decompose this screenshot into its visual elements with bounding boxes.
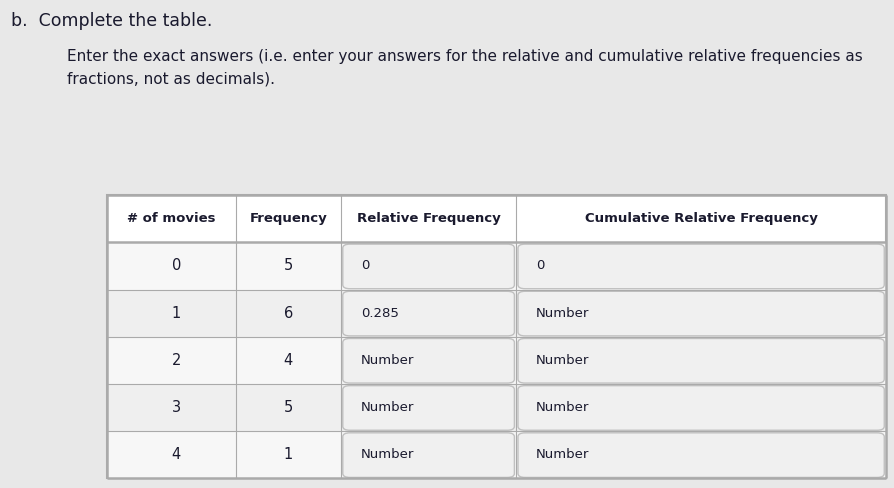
- Text: 0: 0: [536, 260, 544, 272]
- Text: 6: 6: [283, 305, 292, 321]
- Text: 1: 1: [172, 305, 181, 321]
- FancyBboxPatch shape: [342, 433, 514, 477]
- Text: # of movies: # of movies: [127, 212, 215, 225]
- Bar: [107, 195, 885, 478]
- FancyBboxPatch shape: [518, 244, 883, 289]
- Text: 4: 4: [283, 353, 292, 368]
- Text: 2: 2: [172, 353, 181, 368]
- FancyBboxPatch shape: [518, 433, 883, 477]
- Text: 5: 5: [283, 400, 292, 415]
- Text: Cumulative Relative Frequency: Cumulative Relative Frequency: [584, 212, 816, 225]
- Text: 5: 5: [283, 259, 292, 273]
- Text: Number: Number: [360, 448, 414, 461]
- Text: Number: Number: [536, 448, 588, 461]
- Text: Enter the exact answers (i.e. enter your answers for the relative and cumulative: Enter the exact answers (i.e. enter your…: [67, 49, 862, 86]
- Text: 0.285: 0.285: [360, 306, 398, 320]
- FancyBboxPatch shape: [518, 339, 883, 383]
- FancyBboxPatch shape: [342, 291, 514, 336]
- Bar: [107, 384, 885, 431]
- Text: 4: 4: [172, 447, 181, 462]
- Text: 1: 1: [283, 447, 292, 462]
- Text: Number: Number: [536, 401, 588, 414]
- Text: Number: Number: [360, 401, 414, 414]
- Bar: [107, 243, 885, 289]
- Text: Number: Number: [536, 306, 588, 320]
- Text: b.  Complete the table.: b. Complete the table.: [11, 12, 212, 30]
- FancyBboxPatch shape: [342, 386, 514, 430]
- Text: 0: 0: [172, 259, 181, 273]
- Text: Frequency: Frequency: [249, 212, 327, 225]
- Text: Relative Frequency: Relative Frequency: [357, 212, 500, 225]
- FancyBboxPatch shape: [342, 244, 514, 289]
- Bar: [107, 431, 885, 478]
- FancyBboxPatch shape: [518, 291, 883, 336]
- Text: Number: Number: [536, 354, 588, 367]
- Bar: [107, 337, 885, 384]
- FancyBboxPatch shape: [342, 339, 514, 383]
- Bar: [107, 289, 885, 337]
- Text: 0: 0: [360, 260, 368, 272]
- Text: 3: 3: [172, 400, 181, 415]
- Text: Number: Number: [360, 354, 414, 367]
- FancyBboxPatch shape: [518, 386, 883, 430]
